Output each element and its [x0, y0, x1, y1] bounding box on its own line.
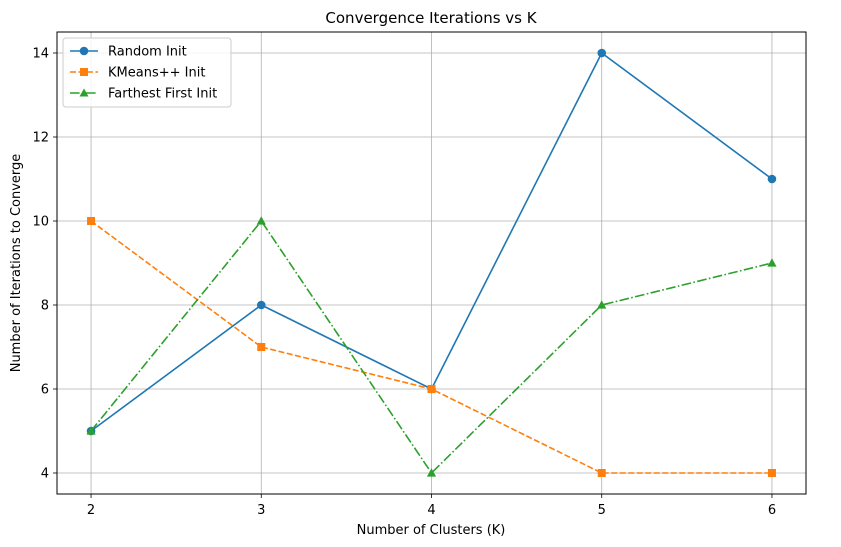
y-tick-label: 14 [32, 47, 49, 62]
legend-marker-kmeans-init [80, 68, 88, 76]
series-line-farthest-first-init [90, 220, 773, 474]
data-point-kmeans-init [767, 469, 776, 477]
x-tick-label: 4 [427, 503, 435, 518]
x-tick-label: 5 [598, 503, 606, 518]
data-point-farthest-first-init [256, 216, 266, 225]
y-axis: 4 6 8 10 12 14 [32, 47, 57, 482]
data-point-kmeans-init [257, 343, 266, 351]
legend-label-farthest-first-init: Farthest First Init [108, 87, 217, 102]
data-point-random-init [597, 48, 607, 58]
data-point-farthest-first-init [767, 258, 777, 267]
legend-label-kmeans-init: KMeans++ Init [108, 66, 205, 81]
series-kmeans-init [87, 217, 776, 477]
legend-label-random-init: Random Init [108, 45, 187, 60]
x-tick-label: 6 [768, 503, 776, 518]
data-point-farthest-first-init [86, 426, 96, 435]
y-tick-label: 10 [32, 215, 49, 230]
chart-title: Convergence Iterations vs K [325, 9, 537, 27]
x-tick-label: 2 [87, 503, 95, 518]
series-layer [86, 48, 777, 477]
legend-marker-random-init [79, 46, 89, 56]
legend-marker-farthest-first-init [79, 88, 89, 97]
legend-entry-farthest-first-init: Farthest First Init [70, 87, 217, 102]
data-point-random-init [256, 300, 266, 310]
y-tick-label: 8 [41, 299, 49, 314]
y-axis-label: Number of Iterations to Converge [9, 154, 24, 373]
y-tick-label: 12 [32, 131, 49, 146]
data-point-kmeans-init [597, 469, 606, 477]
x-tick-label: 3 [257, 503, 265, 518]
legend-entry-random-init: Random Init [70, 45, 187, 60]
data-point-kmeans-init [427, 385, 436, 393]
x-axis-label: Number of Clusters (K) [357, 523, 506, 538]
y-tick-label: 4 [41, 467, 49, 482]
x-axis: 2 3 4 5 6 [87, 494, 776, 518]
series-farthest-first-init [86, 216, 777, 477]
grid [57, 32, 806, 494]
data-point-random-init [767, 174, 777, 184]
legend-box [62, 37, 232, 108]
legend: Random Init KMeans++ Init Farthest First… [62, 37, 232, 108]
data-point-farthest-first-init [597, 300, 607, 309]
data-point-kmeans-init [87, 217, 96, 225]
legend-entry-kmeans-init: KMeans++ Init [70, 66, 205, 81]
y-tick-label: 6 [41, 383, 49, 398]
data-point-farthest-first-init [426, 468, 437, 477]
